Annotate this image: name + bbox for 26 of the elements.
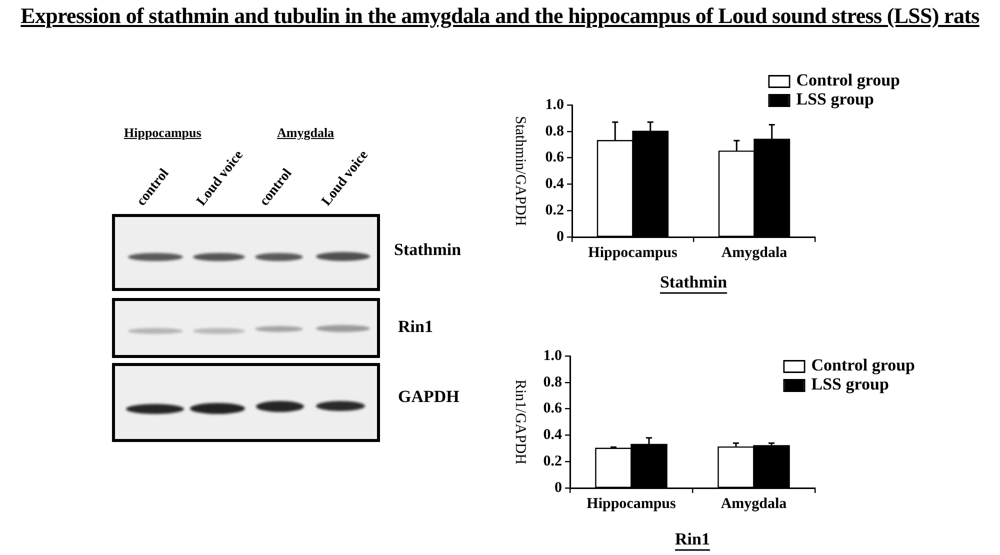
y-tick-label: 0.6	[543, 400, 562, 417]
legend-label: Control group	[796, 70, 900, 90]
legend-label: LSS group	[796, 89, 874, 108]
text: Stathmin	[394, 240, 462, 259]
y-tick-label: 0	[556, 228, 564, 245]
y-tick-label: 1.0	[543, 348, 562, 364]
y-tick-label: 0.4	[545, 176, 564, 192]
y-tick-label: 0.8	[543, 374, 562, 390]
legend-label: Control group	[811, 355, 916, 374]
y-tick-label: 0.2	[545, 202, 564, 218]
y-axis-title: Stathmin/GAPDH	[512, 116, 528, 226]
y-tick-label: 0.2	[543, 453, 562, 470]
text: Expression of stathmin and tubulin in the amygdala and the hippocampus of Loud sound stress (LSS) rats	[20, 3, 980, 29]
y-axis-title: Rin1/GAPDH	[512, 379, 528, 465]
text: Amygdala	[277, 125, 334, 140]
y-tick-label: 0.6	[545, 150, 564, 166]
text: Rin1	[398, 317, 433, 336]
x-axis-title: Stathmin	[660, 272, 728, 292]
y-tick-label: 0	[554, 480, 562, 496]
text: GAPDH	[398, 387, 460, 406]
text: Hippocampus	[124, 125, 202, 140]
y-tick-label: 0.4	[543, 427, 562, 444]
legend-label: LSS group	[811, 374, 889, 394]
x-axis-title: Rin1	[675, 529, 710, 548]
y-tick-label: 0.8	[545, 123, 564, 140]
y-tick-label: 1.0	[545, 96, 564, 113]
